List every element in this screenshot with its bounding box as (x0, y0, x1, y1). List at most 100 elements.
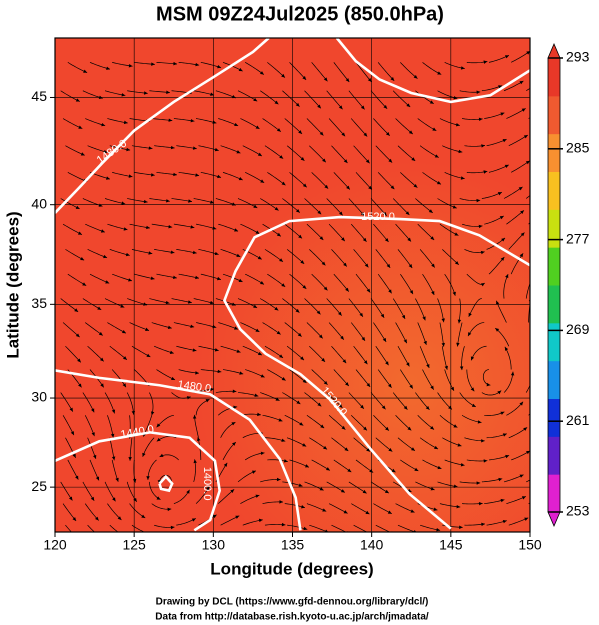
streamline-arrow (325, 467, 330, 471)
streamline-arrow (478, 501, 483, 506)
streamline (526, 479, 530, 483)
streamline (457, 322, 463, 347)
streamline-arrow (297, 332, 302, 337)
streamline-arrow (362, 489, 367, 494)
streamline-arrow (146, 225, 150, 230)
streamline-arrow (541, 208, 545, 212)
streamline-arrow (125, 252, 130, 257)
streamline (304, 90, 322, 109)
streamline-arrow (366, 288, 371, 293)
contour-line (55, 38, 270, 214)
streamline (242, 145, 263, 157)
streamline (525, 195, 530, 199)
streamline-arrow (476, 198, 481, 203)
streamline-arrow (128, 278, 133, 282)
streamline-arrow (468, 332, 472, 337)
streamline-arrow (260, 179, 265, 183)
streamline (240, 223, 260, 235)
streamline (240, 118, 260, 130)
streamline (506, 401, 524, 416)
streamline (400, 172, 418, 188)
streamline-arrow (302, 443, 307, 447)
streamline-arrow (298, 483, 303, 487)
streamline-arrow (481, 144, 485, 148)
streamline-arrow (431, 263, 435, 268)
streamline-arrow (386, 263, 391, 268)
streamline-arrow (476, 90, 481, 94)
streamline-arrow (341, 425, 346, 430)
colorbar-segment (548, 285, 560, 324)
streamline-arrow (172, 275, 177, 280)
streamline-arrow (430, 487, 435, 491)
colorbar-tick-label: 261 (566, 412, 590, 428)
streamline-arrow (72, 453, 76, 458)
streamline-arrow (520, 232, 525, 237)
streamline-arrow (173, 172, 177, 177)
streamline (284, 118, 303, 135)
streamline (528, 302, 530, 323)
streamline-arrow (369, 469, 374, 473)
streamline (531, 133, 549, 146)
streamline-arrow (145, 327, 150, 331)
streamline-arrow (192, 250, 197, 255)
streamline-arrow (521, 108, 526, 112)
streamline (466, 369, 475, 392)
streamline (348, 90, 365, 110)
colorbar-segment (548, 436, 560, 475)
streamline-arrow (525, 160, 530, 165)
streamline-arrow (251, 470, 256, 474)
streamline-arrow (132, 478, 137, 483)
streamline-arrow (253, 304, 258, 308)
streamline-arrow (510, 371, 515, 376)
streamline-arrow (368, 185, 372, 190)
streamline-arrow (122, 383, 126, 388)
streamline-arrow (470, 387, 475, 392)
streamline-arrow (156, 496, 161, 500)
streamline-arrow (77, 231, 82, 235)
streamline-arrow (450, 386, 455, 391)
streamline-arrow (338, 105, 343, 110)
streamline-arrow (343, 159, 348, 164)
streamline-arrow (452, 291, 456, 296)
streamline-arrow (366, 383, 371, 387)
streamline-arrow (481, 522, 485, 527)
streamline-arrow (540, 184, 544, 188)
streamline-arrow (192, 146, 197, 150)
streamline-arrow (187, 300, 192, 304)
streamline (508, 134, 529, 147)
streamline-arrow (214, 348, 219, 352)
streamline (286, 249, 305, 265)
streamline-arrow (414, 467, 419, 471)
streamline-arrow (193, 459, 197, 464)
streamline (531, 516, 550, 525)
streamline-arrow (317, 210, 322, 215)
streamline-arrow (302, 183, 307, 188)
streamline-arrow (361, 336, 366, 341)
streamline-arrow (347, 468, 352, 473)
streamline-arrow (90, 496, 95, 501)
streamline-arrow (257, 351, 262, 356)
streamline (355, 172, 373, 190)
streamline-arrow (78, 125, 83, 129)
streamline-arrow (384, 238, 389, 242)
streamline-arrow (458, 149, 463, 154)
streamline (333, 62, 350, 83)
streamline-arrow (166, 199, 170, 203)
streamline-arrow (274, 100, 279, 105)
streamline-arrow (75, 205, 80, 209)
streamline-arrow (323, 380, 328, 385)
streamline-arrow (276, 477, 281, 482)
colorbar-tick-label: 293 (566, 49, 590, 65)
streamline-arrow (460, 66, 465, 70)
streamline-arrow (316, 310, 321, 315)
streamline (375, 524, 391, 532)
streamline (504, 346, 512, 370)
streamline-arrow (407, 237, 412, 242)
streamline (87, 524, 95, 532)
streamline (194, 414, 199, 438)
streamline (328, 118, 346, 137)
streamline (348, 392, 365, 409)
streamline-arrow (126, 147, 131, 152)
streamline-arrow (195, 275, 199, 280)
streamline-arrow (100, 383, 104, 388)
